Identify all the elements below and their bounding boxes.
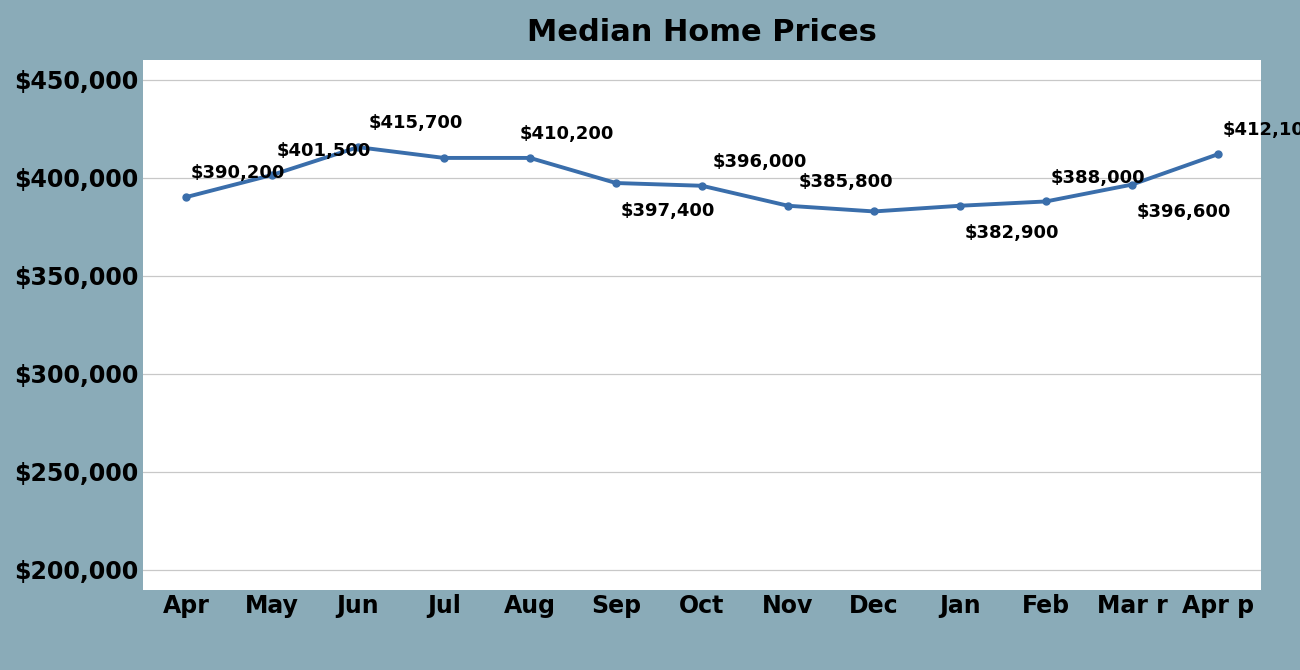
Text: $396,600: $396,600 bbox=[1136, 203, 1231, 221]
Text: $388,000: $388,000 bbox=[1050, 169, 1145, 187]
Text: $410,200: $410,200 bbox=[520, 125, 614, 143]
Text: $415,700: $415,700 bbox=[368, 115, 463, 133]
Text: $397,400: $397,400 bbox=[620, 202, 715, 220]
Text: $385,800: $385,800 bbox=[798, 173, 893, 191]
Text: $382,900: $382,900 bbox=[965, 224, 1058, 243]
Text: $390,200: $390,200 bbox=[190, 164, 285, 182]
Title: Median Home Prices: Median Home Prices bbox=[526, 18, 878, 47]
Text: $396,000: $396,000 bbox=[712, 153, 807, 171]
Text: $401,500: $401,500 bbox=[277, 142, 370, 160]
Text: $412,100: $412,100 bbox=[1222, 121, 1300, 139]
